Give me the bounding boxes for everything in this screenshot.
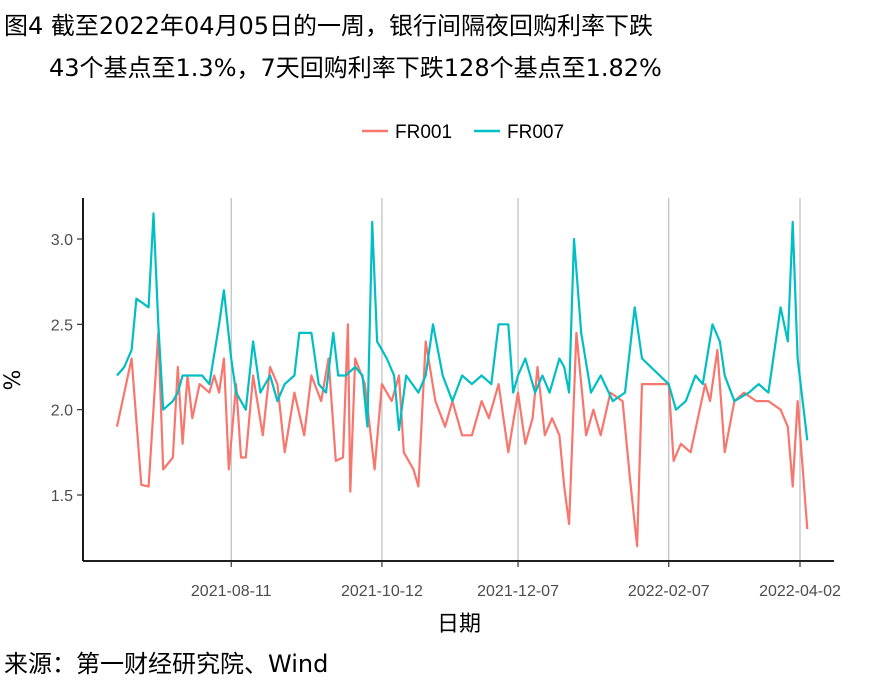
x-tick-label: 2021-10-12 <box>341 583 423 600</box>
x-ticks: 2021-08-11 2021-10-12 2021-12-07 2022-02-07… <box>191 561 841 600</box>
y-tick-label: 1.5 <box>51 488 73 505</box>
x-tick-label: 2022-04-02 <box>759 583 841 600</box>
series-layer <box>115 212 809 548</box>
x-gridlines <box>230 198 801 561</box>
legend-label-fr007: FR007 <box>507 122 564 143</box>
y-tick-label: 2.5 <box>51 317 73 334</box>
series-line-fr001 <box>115 323 809 548</box>
legend-label-fr001: FR001 <box>395 122 452 143</box>
y-ticks: 1.5 2.0 2.5 3.0 <box>51 232 83 505</box>
x-tick-label: 2021-12-07 <box>477 583 559 600</box>
axes <box>82 198 834 562</box>
y-tick-label: 2.0 <box>51 403 73 420</box>
y-tick-label: 3.0 <box>51 232 73 249</box>
y-axis-title: % <box>1 370 26 391</box>
x-tick-label: 2021-08-11 <box>191 583 272 600</box>
x-axis-title: 日期 <box>437 612 481 637</box>
x-tick-label: 2022-02-07 <box>628 583 710 600</box>
source-note: 来源：第一财经研究院、Wind <box>4 650 329 678</box>
chart-legend: FR001 FR007 <box>362 122 564 143</box>
chart-title-line1: 图4 截至2022年04月05日的一周，银行间隔夜回购利率下跌 <box>4 12 654 40</box>
chart-title-line2: 43个基点至1.3%，7天回购利率下跌128个基点至1.82% <box>49 54 662 82</box>
series-line-fr007 <box>116 212 809 441</box>
